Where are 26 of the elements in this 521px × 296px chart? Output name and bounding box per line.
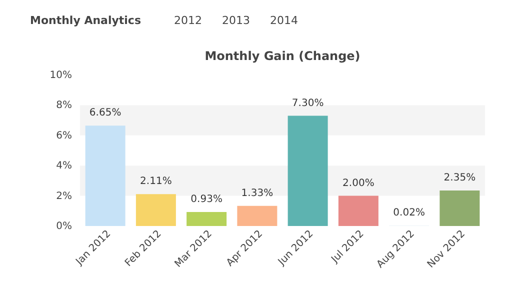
data-label: 0.93% [190, 194, 222, 205]
bar [85, 126, 126, 226]
y-tick-label: 6% [56, 130, 72, 142]
data-label: 0.02% [393, 208, 425, 219]
bar [136, 194, 176, 226]
bar [237, 206, 278, 226]
y-tick-label: 4% [56, 160, 72, 172]
text: 2014 [270, 14, 298, 27]
text: Monthly Analytics [30, 14, 142, 27]
y-tick-label: 2% [56, 190, 72, 202]
bar [288, 116, 328, 226]
data-label: 2.00% [342, 178, 374, 189]
text: 2012 [174, 14, 202, 27]
y-tick-label: 10% [50, 70, 72, 81]
y-tick-label: 8% [56, 100, 72, 112]
data-label: 7.30% [292, 98, 324, 109]
data-label: 2.11% [140, 176, 172, 188]
text: 2013 [222, 14, 250, 27]
y-tick-label: 0% [56, 221, 72, 232]
bar [186, 212, 227, 226]
bar [338, 196, 378, 226]
data-label: 6.65% [89, 108, 122, 119]
data-label: 1.33% [241, 188, 274, 199]
data-label: 2.35% [444, 172, 476, 184]
chart-title: Monthly Gain (Change) [204, 49, 360, 63]
bar [440, 190, 480, 226]
